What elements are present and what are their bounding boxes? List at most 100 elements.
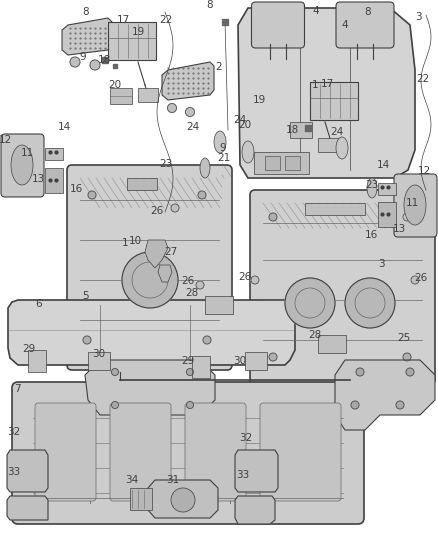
Circle shape — [122, 252, 178, 308]
Circle shape — [171, 204, 179, 212]
Bar — [305, 203, 365, 215]
Text: 22: 22 — [159, 15, 172, 25]
Text: 4: 4 — [342, 20, 348, 30]
Polygon shape — [235, 450, 278, 492]
Circle shape — [269, 213, 277, 221]
Text: 29: 29 — [22, 344, 35, 354]
Polygon shape — [7, 496, 48, 520]
Ellipse shape — [11, 145, 33, 185]
Circle shape — [186, 108, 194, 117]
Ellipse shape — [336, 137, 348, 159]
Bar — [28, 350, 46, 372]
Text: 30: 30 — [233, 357, 247, 366]
Text: 19: 19 — [253, 95, 266, 105]
FancyBboxPatch shape — [250, 190, 435, 385]
FancyBboxPatch shape — [35, 403, 96, 501]
Circle shape — [112, 368, 119, 376]
FancyBboxPatch shape — [185, 403, 246, 501]
Bar — [290, 122, 312, 138]
FancyBboxPatch shape — [260, 403, 341, 501]
Bar — [45, 148, 63, 160]
Bar — [265, 156, 280, 170]
Text: 17: 17 — [117, 15, 130, 25]
Text: 8: 8 — [82, 7, 89, 17]
Circle shape — [345, 278, 395, 328]
Bar — [110, 88, 132, 104]
Text: 28: 28 — [309, 330, 322, 340]
Text: 9: 9 — [79, 52, 86, 62]
Text: 24: 24 — [186, 122, 199, 132]
Text: 11: 11 — [21, 148, 34, 158]
Bar — [318, 335, 346, 353]
Circle shape — [396, 401, 404, 409]
Text: 1: 1 — [312, 80, 318, 90]
Circle shape — [203, 336, 211, 344]
Polygon shape — [158, 265, 172, 282]
Text: 7: 7 — [14, 384, 21, 394]
Polygon shape — [148, 480, 218, 518]
Ellipse shape — [242, 141, 254, 163]
Text: 11: 11 — [406, 198, 419, 207]
Bar — [205, 296, 233, 314]
Text: 13: 13 — [393, 224, 406, 234]
Polygon shape — [235, 496, 275, 524]
Bar — [285, 156, 300, 170]
Circle shape — [406, 368, 414, 376]
Circle shape — [285, 278, 335, 328]
Text: 3: 3 — [378, 259, 385, 269]
Bar — [310, 82, 358, 120]
Circle shape — [411, 276, 419, 284]
Bar — [108, 22, 156, 60]
Text: 26: 26 — [414, 273, 427, 283]
Circle shape — [171, 488, 195, 512]
Text: 8: 8 — [206, 1, 213, 10]
Bar — [192, 356, 210, 378]
Bar — [254, 152, 309, 174]
FancyBboxPatch shape — [394, 174, 437, 237]
Text: 1: 1 — [121, 238, 128, 247]
FancyBboxPatch shape — [67, 165, 232, 370]
Text: 13: 13 — [32, 174, 45, 183]
Text: 32: 32 — [240, 433, 253, 443]
Text: 30: 30 — [92, 350, 105, 359]
Text: 25: 25 — [397, 334, 410, 343]
FancyBboxPatch shape — [110, 403, 171, 501]
Bar — [127, 178, 157, 190]
Text: 12: 12 — [418, 166, 431, 175]
Bar — [138, 88, 158, 102]
Circle shape — [112, 401, 119, 408]
Text: 31: 31 — [166, 475, 180, 484]
Polygon shape — [8, 290, 295, 365]
Circle shape — [90, 60, 100, 70]
FancyBboxPatch shape — [12, 382, 364, 524]
Polygon shape — [7, 450, 48, 492]
Text: 5: 5 — [82, 291, 89, 301]
Circle shape — [198, 191, 206, 199]
Bar — [378, 183, 396, 195]
Circle shape — [351, 401, 359, 409]
Circle shape — [403, 213, 411, 221]
Polygon shape — [85, 360, 215, 415]
Polygon shape — [162, 62, 214, 100]
Circle shape — [167, 103, 177, 112]
Circle shape — [356, 368, 364, 376]
Circle shape — [196, 281, 204, 289]
Ellipse shape — [404, 185, 426, 225]
Bar — [318, 138, 338, 152]
Text: 26: 26 — [239, 272, 252, 282]
Circle shape — [83, 336, 91, 344]
Bar — [130, 488, 152, 510]
Text: 29: 29 — [181, 357, 194, 366]
Text: 16: 16 — [365, 230, 378, 239]
Ellipse shape — [200, 158, 210, 178]
Text: 12: 12 — [0, 135, 12, 144]
Circle shape — [88, 191, 96, 199]
Text: 34: 34 — [126, 475, 139, 484]
Text: 14: 14 — [377, 160, 390, 170]
Polygon shape — [145, 240, 168, 268]
Polygon shape — [238, 8, 415, 178]
Polygon shape — [335, 360, 435, 430]
Circle shape — [187, 401, 194, 408]
Text: 3: 3 — [415, 12, 422, 22]
Text: 33: 33 — [237, 471, 250, 480]
